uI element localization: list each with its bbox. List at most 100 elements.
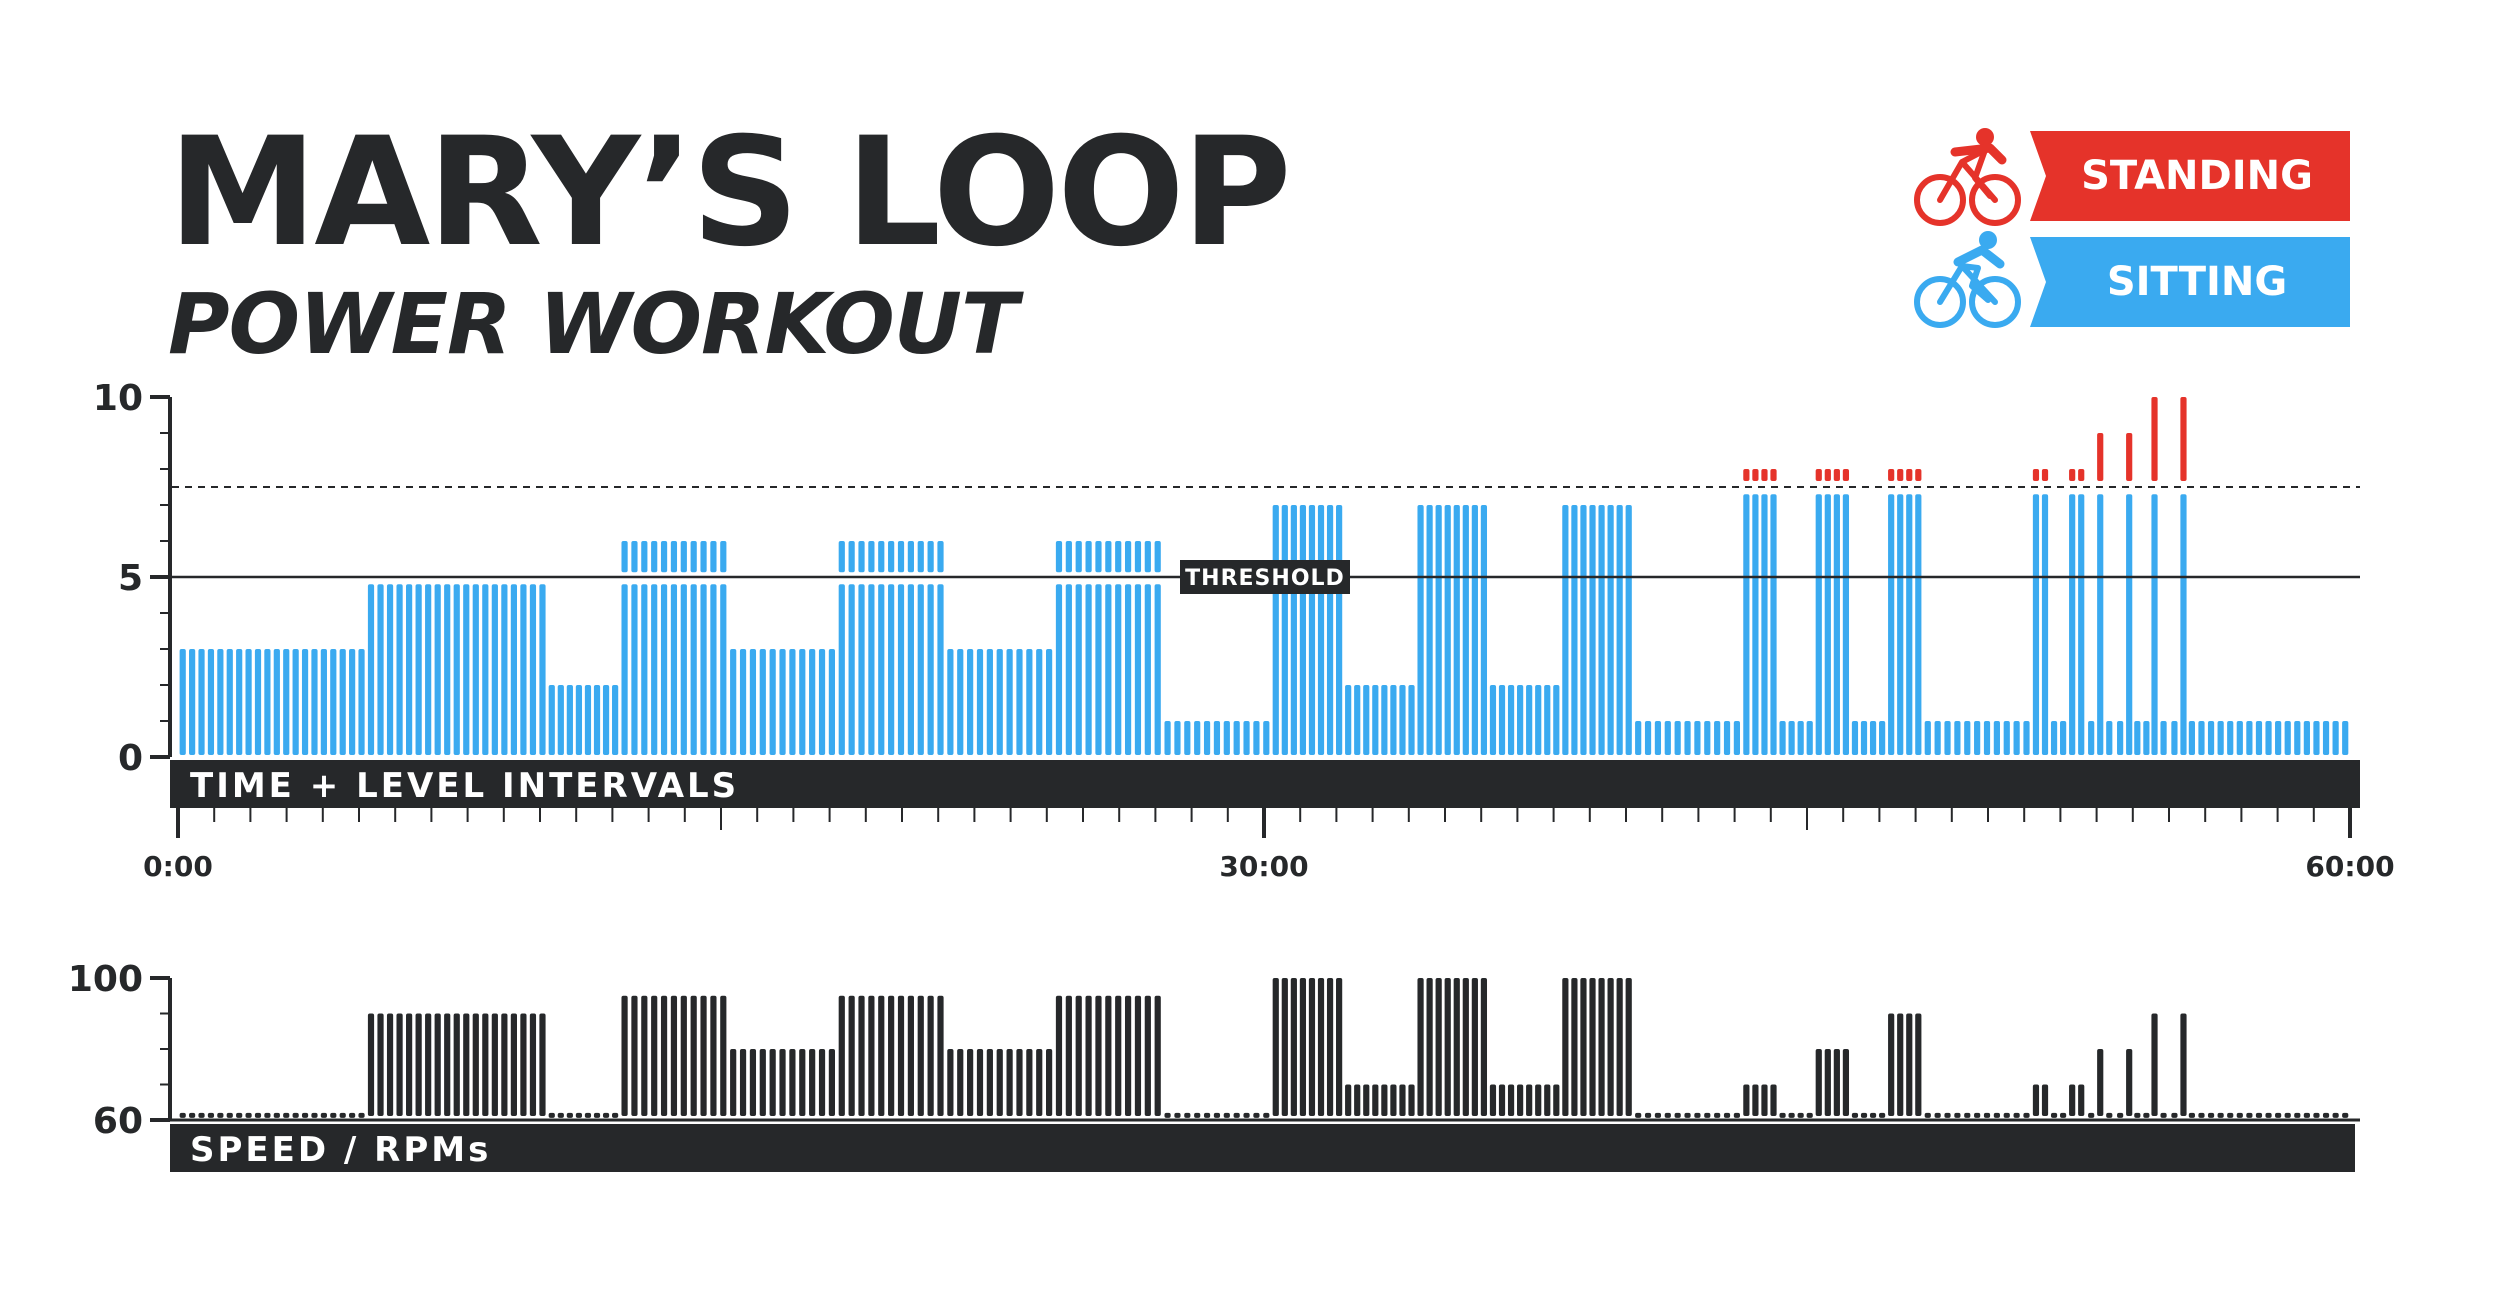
bar-sitting	[1336, 505, 1343, 755]
bar-rpm	[759, 1049, 766, 1116]
bar-sitting	[1694, 721, 1701, 755]
bar-sitting	[937, 584, 944, 755]
bar-sitting	[566, 685, 573, 755]
bar-sitting	[520, 584, 527, 755]
bar-rpm	[1194, 1112, 1201, 1118]
bar-sitting	[548, 685, 555, 755]
bar-sitting	[1879, 721, 1886, 755]
bar-rpm	[1381, 1084, 1388, 1116]
bar-rpm	[996, 1049, 1003, 1116]
bar-sitting	[858, 584, 865, 755]
bar-sitting	[1723, 721, 1731, 755]
bar-rpm	[1444, 978, 1451, 1116]
bar-rpm	[799, 1049, 806, 1116]
bar-rpm	[1164, 1112, 1171, 1118]
bar-sitting	[2236, 721, 2243, 755]
bar-sitting	[1607, 505, 1614, 755]
bar-sitting	[273, 649, 280, 755]
bar-sitting	[472, 584, 479, 755]
bar-sitting-upper	[1134, 541, 1142, 573]
bar-sitting	[358, 649, 365, 755]
bar-sitting	[2265, 721, 2272, 755]
bar-sitting	[584, 685, 592, 755]
bar-rpm	[1993, 1112, 2000, 1118]
bar-sitting	[425, 584, 432, 755]
bar-rpm	[1674, 1112, 1681, 1118]
bar-rpm	[1115, 995, 1122, 1116]
bar-sitting-upper	[838, 541, 845, 573]
bar-sitting	[631, 584, 638, 755]
bar-rpm	[1635, 1112, 1642, 1118]
bar-rpm	[1888, 1013, 1895, 1116]
bar-sitting	[1026, 649, 1033, 755]
bar-rpm	[690, 995, 697, 1116]
bar-rpm	[1869, 1112, 1877, 1118]
bar-standing	[1770, 469, 1777, 481]
bar-rpm	[2117, 1112, 2124, 1118]
bar-sitting	[1915, 494, 1922, 755]
bar-sitting	[386, 584, 394, 755]
bar-sitting	[1263, 721, 1270, 755]
bar-rpm	[937, 995, 944, 1116]
bar-rpm	[2265, 1112, 2272, 1118]
bar-standing	[2041, 469, 2049, 481]
bar-rpm	[2023, 1112, 2030, 1118]
bar-rpm	[730, 1049, 737, 1116]
bar-rpm	[584, 1112, 592, 1118]
bar-sitting	[710, 584, 717, 755]
rpm-band-label: SPEED / RPMs	[190, 1130, 491, 1170]
bar-sitting	[1779, 721, 1786, 755]
bar-rpm	[1761, 1084, 1768, 1116]
bar-sitting	[651, 584, 658, 755]
bar-sitting	[2023, 721, 2030, 755]
bar-rpm	[425, 1013, 432, 1116]
bar-rpm	[897, 995, 905, 1116]
bar-rpm	[254, 1112, 262, 1118]
bar-sitting-upper	[1075, 541, 1082, 573]
bar-sitting-upper	[1105, 541, 1112, 573]
bar-sitting	[769, 649, 776, 755]
bar-rpm	[1779, 1112, 1786, 1118]
bar-sitting	[593, 685, 601, 755]
bar-rpm	[612, 1112, 619, 1118]
bar-sitting	[641, 584, 648, 755]
bar-sitting	[2303, 721, 2310, 755]
bar-rpm	[2160, 1112, 2167, 1118]
bar-standing	[2069, 469, 2076, 481]
bar-sitting	[2322, 721, 2330, 755]
bar-rpm	[858, 995, 865, 1116]
bar-sitting	[501, 584, 508, 755]
bar-rpm	[976, 1049, 984, 1116]
bar-sitting	[2088, 721, 2095, 755]
bar-sitting	[2313, 721, 2320, 755]
bar-sitting	[907, 584, 914, 755]
bar-sitting	[2160, 721, 2167, 755]
bar-sitting	[339, 649, 346, 755]
bar-rpm	[1733, 1112, 1741, 1118]
bar-sitting-upper	[1144, 541, 1151, 573]
bar-sitting	[2342, 721, 2349, 755]
bar-sitting	[245, 649, 252, 755]
bar-sitting-upper	[907, 541, 914, 573]
bar-rpm	[1788, 1112, 1795, 1118]
bar-rpm	[641, 995, 648, 1116]
y-tick-label: 10	[93, 378, 143, 419]
bar-rpm	[396, 1013, 403, 1116]
bar-sitting-upper	[631, 541, 638, 573]
bar-rpm	[986, 1049, 993, 1116]
bar-sitting	[529, 584, 537, 755]
bar-sitting	[1144, 584, 1151, 755]
bar-rpm	[1480, 978, 1488, 1116]
bar-sitting-upper	[888, 541, 895, 573]
bar-rpm	[1085, 995, 1092, 1116]
bar-sitting	[828, 649, 836, 755]
bar-rpm	[349, 1112, 356, 1118]
bar-rpm	[1797, 1112, 1804, 1118]
bar-rpm	[2198, 1112, 2205, 1118]
bar-rpm	[311, 1112, 318, 1118]
bar-sitting	[947, 649, 954, 755]
bar-sitting	[2032, 494, 2040, 755]
bar-sitting	[680, 584, 687, 755]
bar-rpm	[245, 1112, 252, 1118]
bar-sitting	[2180, 494, 2187, 755]
